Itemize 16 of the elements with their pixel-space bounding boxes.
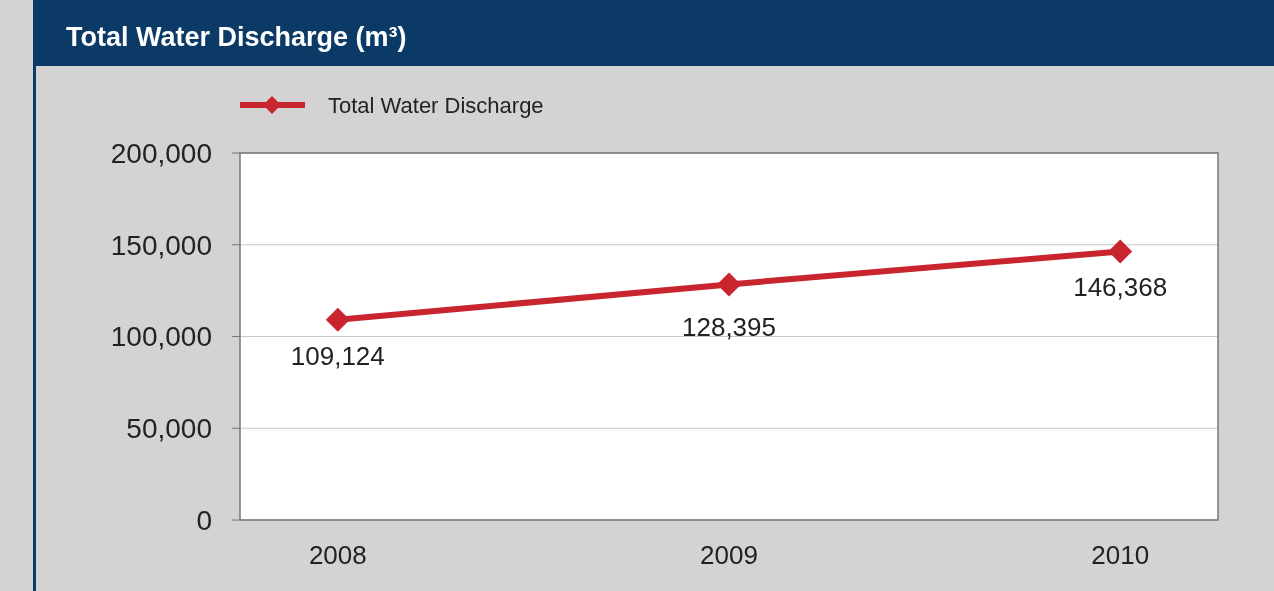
point [325, 307, 350, 332]
y-tick-label: 50,000 [126, 413, 212, 445]
y-tick-label: 100,000 [110, 321, 212, 353]
legend-label: Total Water Discharge [328, 92, 544, 118]
chart-title: Total Water Discharge (m³) [66, 22, 407, 52]
point [1108, 239, 1133, 264]
point [717, 272, 741, 297]
y-tick-label: 150,000 [110, 229, 212, 261]
x-tick-label: 2008 [308, 540, 367, 570]
y-tick-label: 0 [196, 504, 212, 536]
data-label: 128,395 [682, 312, 776, 343]
data-label: 109,124 [290, 340, 385, 371]
data-label: 146,368 [1073, 272, 1168, 303]
x-tick-label: 2009 [700, 540, 758, 570]
y-tick-label: 200,000 [110, 137, 212, 169]
x-tick-label: 2010 [1091, 540, 1150, 570]
